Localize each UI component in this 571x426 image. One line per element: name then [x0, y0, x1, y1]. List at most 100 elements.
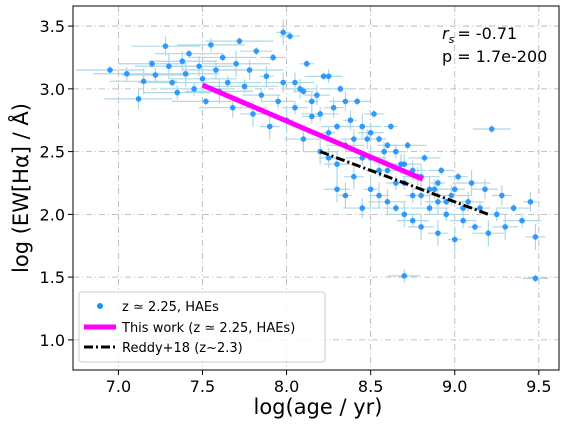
data-point	[213, 67, 219, 73]
data-point	[401, 161, 408, 167]
legend-scatter-marker	[97, 303, 103, 309]
data-point	[266, 123, 273, 130]
x-ticks: 7.0 7.5 8.0 8.5 9.0 9.5	[106, 370, 552, 396]
y-tick-label: 1.0	[40, 331, 65, 350]
data-point	[337, 86, 344, 92]
data-point	[376, 167, 382, 174]
data-point	[409, 192, 416, 199]
data-point	[203, 98, 209, 105]
data-point	[435, 180, 441, 186]
data-point	[431, 186, 438, 193]
data-point	[493, 211, 500, 218]
data-point	[485, 230, 492, 236]
data-point	[465, 199, 471, 205]
data-point	[199, 76, 206, 82]
data-point	[320, 73, 327, 80]
rs-annotation: rs = -0.71	[442, 24, 517, 46]
data-point	[342, 98, 349, 105]
data-point	[401, 273, 408, 279]
data-point	[308, 113, 315, 120]
data-point	[174, 89, 181, 96]
x-tick-label: 7.0	[106, 377, 131, 396]
data-point	[308, 98, 315, 105]
data-point	[334, 123, 340, 130]
data-point	[448, 192, 455, 199]
this-work-fit-line	[201, 82, 424, 182]
data-point	[179, 58, 186, 65]
data-point	[334, 186, 340, 193]
data-point	[229, 104, 236, 111]
data-point	[532, 234, 539, 240]
data-point	[409, 217, 416, 224]
data-point	[347, 117, 354, 124]
data-point	[519, 217, 525, 224]
legend: z ≃ 2.25, HAEs This work (z ≃ 2.25, HAEs…	[78, 291, 326, 363]
x-tick-label: 8.0	[274, 377, 299, 396]
data-point	[359, 205, 366, 211]
data-point	[140, 78, 147, 85]
legend-fit-label: This work (z ≃ 2.25, HAEs)	[121, 321, 295, 336]
data-point	[280, 29, 287, 36]
data-point	[186, 50, 192, 57]
data-point	[191, 86, 197, 92]
data-point	[135, 96, 142, 102]
data-point	[367, 129, 374, 136]
data-point	[149, 60, 155, 67]
data-point	[384, 167, 391, 174]
data-point	[169, 79, 176, 86]
data-point	[443, 211, 450, 218]
data-point	[246, 67, 253, 73]
data-point	[124, 70, 130, 77]
data-point	[300, 88, 307, 95]
data-point	[384, 199, 391, 205]
data-point	[330, 104, 337, 111]
x-axis-title: log(age / yr)	[253, 395, 382, 419]
data-point	[317, 111, 324, 117]
data-point	[258, 92, 265, 98]
data-point	[359, 123, 366, 130]
data-point	[270, 54, 276, 61]
data-point	[510, 205, 517, 211]
y-tick-label: 3.5	[40, 17, 65, 36]
data-point	[287, 33, 293, 39]
data-point	[219, 54, 226, 61]
data-point	[354, 98, 361, 105]
data-point	[367, 186, 374, 193]
data-point	[401, 211, 408, 218]
data-point	[381, 148, 387, 155]
data-point	[384, 142, 391, 149]
data-point	[455, 173, 461, 180]
data-point	[393, 180, 399, 186]
data-points	[107, 29, 539, 282]
data-point	[166, 63, 172, 70]
data-point	[275, 98, 281, 105]
data-point	[280, 79, 287, 86]
data-point	[303, 60, 310, 67]
data-point	[371, 111, 377, 117]
data-point	[451, 236, 458, 243]
data-point	[292, 104, 298, 111]
data-point	[364, 136, 371, 142]
data-point	[233, 60, 239, 67]
y-tick-label: 2.0	[40, 205, 65, 224]
legend-reddy-label: Reddy+18 (z~2.3)	[122, 341, 243, 356]
data-point	[325, 155, 332, 161]
data-point	[388, 123, 394, 130]
y-ticks: 1.0 1.5 2.0 2.5 3.0 3.5	[40, 17, 73, 350]
data-point	[152, 72, 159, 78]
data-point	[334, 161, 340, 167]
data-point	[325, 129, 332, 136]
data-point	[421, 155, 428, 161]
data-point	[418, 192, 424, 199]
data-point	[451, 186, 458, 193]
data-point	[351, 173, 357, 180]
data-point	[527, 199, 534, 205]
data-point	[300, 136, 307, 142]
data-point	[499, 192, 505, 199]
data-point	[418, 224, 424, 230]
data-point	[472, 224, 478, 230]
data-point	[460, 217, 466, 224]
data-point	[241, 83, 248, 90]
data-point	[314, 92, 320, 98]
data-point	[435, 199, 441, 205]
